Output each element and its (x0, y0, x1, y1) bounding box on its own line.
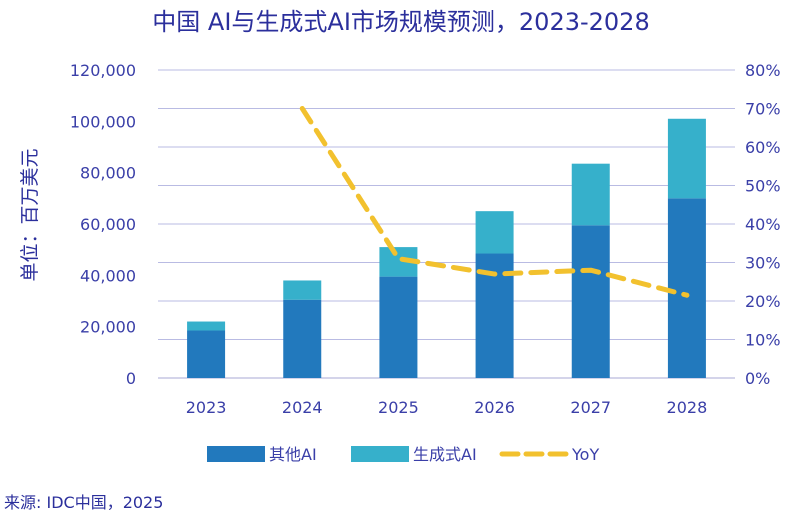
x-tick-label: 2027 (570, 398, 611, 417)
y-tick-label: 120,000 (70, 61, 136, 80)
y-tick-label: 20,000 (80, 318, 136, 337)
x-tick-label: 2026 (474, 398, 515, 417)
legend-label: YoY (571, 445, 599, 464)
y2-tick-label: 80% (745, 61, 781, 80)
gridlines (158, 69, 735, 379)
legend-swatch-generative-ai (351, 446, 409, 462)
legend-label: 其他AI (269, 445, 317, 464)
bar-generative-ai (667, 118, 706, 199)
x-tick-label: 2023 (186, 398, 227, 417)
x-ticks: 2023 2024 2025 2026 2027 2028 (186, 398, 708, 417)
y2-tick-label: 20% (745, 292, 781, 311)
chart-title: 中国 AI与生成式AI市场规模预测，2023-2028 (152, 8, 649, 36)
y2-tick-label: 40% (745, 215, 781, 234)
x-tick-label: 2025 (378, 398, 419, 417)
y2-tick-label: 70% (745, 100, 781, 119)
y-tick-label: 100,000 (70, 112, 136, 131)
y2-tick-label: 50% (745, 177, 781, 196)
bar-other-ai (667, 198, 706, 378)
y-ticks-left: 0 20,000 40,000 60,000 80,000 100,000 120,000 (70, 61, 136, 388)
y2-tick-label: 60% (745, 138, 781, 157)
y2-tick-label: 30% (745, 254, 781, 273)
y2-tick-label: 0% (745, 369, 770, 388)
bar-generative-ai (187, 321, 226, 331)
y-tick-label: 80,000 (80, 164, 136, 183)
y-ticks-right: 0% 10% 20% 30% 40% 50% 60% 70% 80% (745, 61, 781, 388)
source-note: 来源: IDC中国，2025 (4, 493, 163, 512)
bar-other-ai (283, 299, 322, 378)
bar-other-ai (571, 225, 610, 378)
y-tick-label: 60,000 (80, 215, 136, 234)
yoy-line (299, 106, 690, 298)
x-tick-label: 2024 (282, 398, 323, 417)
legend: 其他AI 生成式AI YoY (207, 445, 599, 464)
bar-generative-ai (283, 280, 322, 300)
bar-generative-ai (475, 211, 514, 254)
bar-generative-ai (571, 163, 610, 226)
bar-other-ai (379, 276, 418, 378)
y-axis-label: 单位：百万美元 (19, 148, 41, 281)
y-tick-label: 40,000 (80, 266, 136, 285)
x-tick-label: 2028 (667, 398, 708, 417)
bar-other-ai (187, 330, 226, 378)
y-tick-label: 0 (126, 369, 136, 388)
legend-swatch-other-ai (207, 446, 265, 462)
bars (187, 118, 706, 378)
legend-label: 生成式AI (413, 445, 477, 464)
y2-tick-label: 10% (745, 331, 781, 350)
